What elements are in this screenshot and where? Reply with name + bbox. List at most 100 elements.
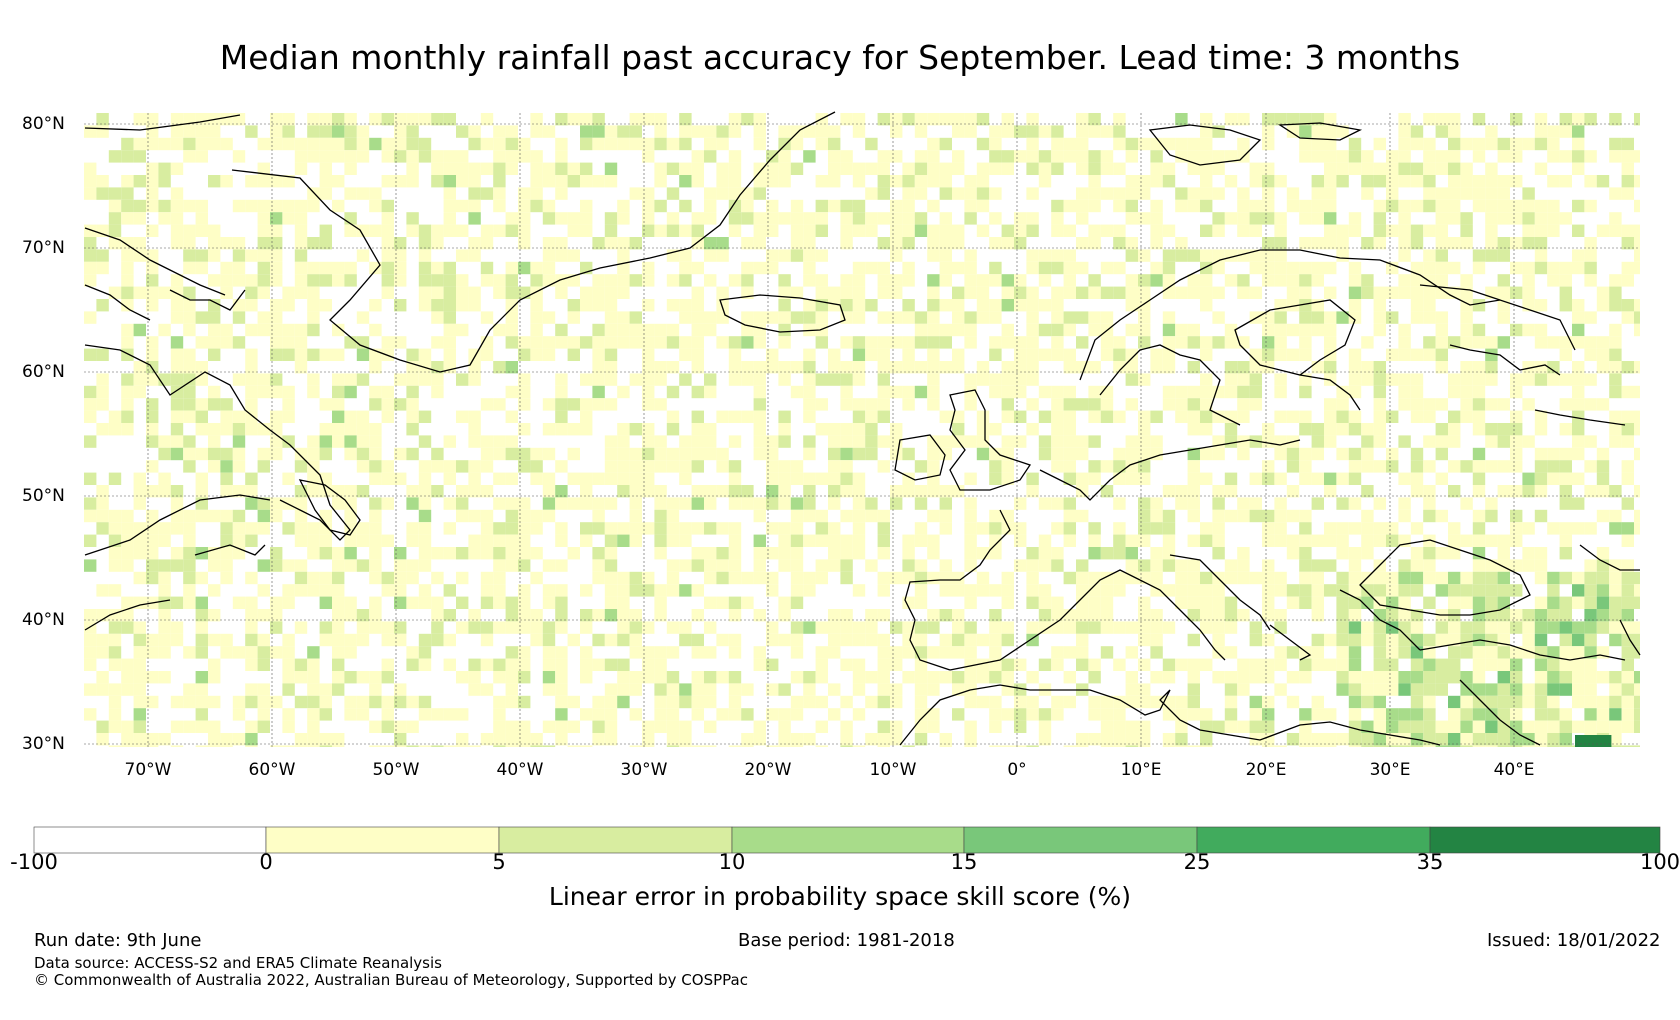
skill-cell (803, 584, 816, 597)
skill-cell (989, 621, 1002, 634)
skill-cell (790, 522, 804, 535)
skill-cell (890, 361, 903, 374)
skill-cell (332, 423, 345, 436)
skill-cell (1311, 633, 1324, 647)
skill-cell (1448, 720, 1461, 733)
skill-cell (493, 671, 506, 684)
skill-cell (1410, 199, 1424, 213)
skill-cell (1187, 695, 1200, 709)
skill-cell (890, 212, 903, 225)
skill-cell (778, 534, 791, 547)
skill-cell (208, 745, 221, 747)
skill-cell (890, 385, 903, 399)
skill-cell (902, 534, 915, 547)
skill-cell (1410, 621, 1424, 634)
skill-cell (1559, 336, 1572, 349)
skill-cell (592, 633, 605, 647)
skill-cell (1162, 398, 1176, 411)
skill-cell (480, 596, 494, 609)
skill-cell (1472, 261, 1486, 275)
skill-cell (1448, 571, 1461, 585)
skill-cell (1534, 646, 1548, 659)
skill-cell (890, 435, 903, 448)
skill-cell (1547, 472, 1560, 485)
skill-cell (443, 212, 456, 225)
skill-cell (1336, 311, 1349, 324)
skill-cell (741, 708, 754, 721)
skill-cell (976, 658, 990, 671)
skill-cell (1510, 708, 1523, 721)
skill-cell (1497, 695, 1510, 709)
skill-cell (1423, 571, 1436, 585)
skill-cell (146, 646, 159, 659)
skill-cell (208, 237, 221, 250)
skill-cell (294, 212, 308, 225)
skill-cell (1609, 286, 1622, 299)
skill-cell (232, 534, 246, 547)
skill-cell (902, 671, 915, 684)
skill-cell (604, 609, 618, 622)
skill-cell (1361, 695, 1374, 709)
skill-cell (530, 571, 543, 585)
skill-cell (803, 274, 816, 287)
skill-cell (642, 435, 655, 448)
skill-cell (704, 199, 717, 213)
skill-cell (914, 733, 928, 746)
skill-cell (381, 336, 394, 349)
skill-cell (1361, 733, 1374, 746)
skill-cell (1460, 534, 1473, 547)
skill-cell (220, 286, 233, 299)
skill-cell (245, 534, 258, 547)
skill-cell (1534, 733, 1548, 746)
skill-cell (1076, 212, 1089, 225)
skill-cell (195, 336, 208, 349)
skill-cell (1497, 187, 1510, 200)
skill-cell (394, 745, 407, 747)
skill-cell (1001, 125, 1014, 138)
skill-cell (183, 547, 196, 560)
skill-cell (1063, 286, 1076, 299)
skill-cell (1299, 311, 1312, 324)
skill-cell (1311, 361, 1324, 374)
skill-cell (220, 423, 233, 436)
skill-cell (1348, 720, 1362, 733)
skill-cell (828, 460, 841, 473)
skill-cell (505, 137, 518, 151)
skill-cell (1026, 398, 1039, 411)
skill-cell (1299, 212, 1312, 225)
skill-cell (877, 175, 890, 188)
skill-cell (1175, 137, 1188, 151)
skill-cell (939, 113, 952, 126)
skill-cell (691, 547, 704, 560)
skill-cell (1634, 385, 1640, 399)
skill-cell (1076, 125, 1089, 138)
skill-cell (1510, 559, 1523, 572)
skill-cell (1386, 584, 1399, 597)
skill-cell (394, 261, 407, 275)
skill-cell (530, 261, 543, 275)
skill-cell (1138, 423, 1151, 436)
skill-cell (865, 336, 878, 349)
skill-cell (1014, 237, 1027, 250)
skill-cell (728, 472, 742, 485)
skill-cell (1187, 671, 1200, 684)
skill-cell (146, 162, 159, 175)
skill-cell (270, 249, 283, 262)
skill-cell (245, 199, 258, 213)
skill-cell (989, 509, 1002, 523)
skill-cell (1026, 323, 1039, 337)
skill-cell (1026, 559, 1039, 572)
skill-cell (443, 361, 456, 374)
skill-cell (1497, 435, 1510, 448)
skill-cell (654, 175, 667, 188)
skill-cell (530, 299, 543, 312)
skill-cell (691, 336, 704, 349)
skill-cell (1435, 633, 1448, 647)
skill-cell (1138, 137, 1151, 151)
skill-cell (716, 175, 729, 188)
skill-cell (952, 237, 965, 250)
skill-cell (1485, 137, 1498, 151)
skill-cell (790, 472, 804, 485)
skill-cell (493, 571, 506, 585)
skill-cell (642, 187, 655, 200)
